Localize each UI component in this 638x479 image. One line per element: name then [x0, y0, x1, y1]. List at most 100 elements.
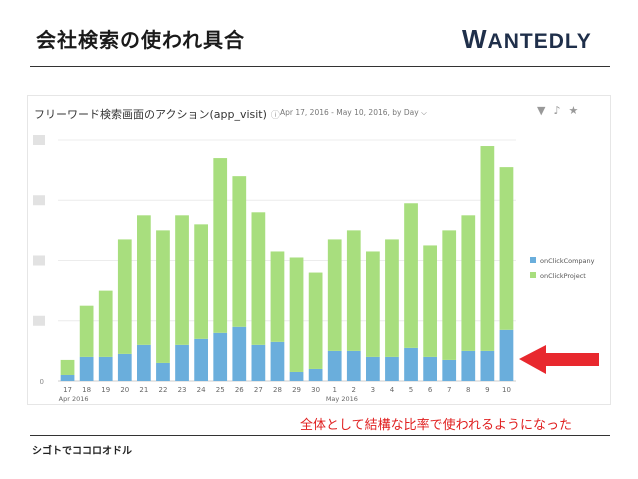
bell-icon[interactable]: ♪: [553, 104, 569, 117]
panel-title: フリーワード検索画面のアクション(app_visit) ⓘ: [34, 106, 280, 122]
bar-onClickCompany-24: [194, 338, 208, 381]
slide-title: 会社検索の使われ具合: [36, 28, 245, 52]
toolbar-icons: ▼♪★: [537, 104, 586, 117]
bar-onClickCompany-8: [461, 350, 476, 381]
legend-swatch-onClickCompany: [530, 257, 536, 263]
x-tick-label: 30: [311, 386, 320, 394]
x-tick-label: 21: [139, 386, 148, 394]
bar-onClickProject-29: [289, 257, 304, 372]
x-tick-label: 17: [63, 386, 72, 394]
caption-text: 全体として結構な比率で使われるようになった: [300, 418, 572, 433]
x-month-label: Apr 2016: [59, 395, 89, 403]
footer-divider: [30, 435, 610, 436]
x-tick-label: 23: [178, 386, 187, 394]
date-range-selector[interactable]: Apr 17, 2016 - May 10, 2016, by Day ⌵: [280, 108, 427, 117]
bar-onClickProject-18: [79, 305, 94, 357]
bar-onClickProject-25: [213, 158, 228, 333]
title-divider: [30, 66, 610, 67]
bar-onClickProject-9: [480, 146, 495, 351]
x-month-label: May 2016: [326, 395, 358, 403]
x-tick-label: 19: [101, 386, 110, 394]
footer-slogan: シゴトでココロオドル: [32, 446, 132, 457]
bar-onClickCompany-1: [327, 350, 342, 381]
bar-onClickProject-27: [251, 212, 266, 345]
legend-swatch-onClickProject: [530, 272, 536, 278]
bar-onClickCompany-4: [385, 356, 399, 381]
bar-onClickCompany-5: [404, 347, 418, 381]
bar-onClickCompany-30: [308, 368, 323, 381]
bar-onClickProject-26: [232, 176, 247, 327]
x-tick-label: 7: [447, 386, 451, 394]
x-tick-label: 3: [371, 386, 375, 394]
x-tick-label: 4: [390, 386, 395, 394]
bar-onClickProject-28: [270, 251, 285, 342]
bar-onClickCompany-3: [366, 356, 380, 381]
bar-onClickProject-20: [117, 239, 132, 354]
x-tick-label: 2: [352, 386, 356, 394]
y-tick-label-blurred: [33, 195, 45, 206]
bar-onClickProject-2: [346, 230, 361, 351]
y-tick-label: 0: [40, 378, 44, 386]
bar-onClickProject-7: [442, 230, 457, 360]
star-icon[interactable]: ★: [568, 104, 587, 117]
bar-onClickCompany-26: [232, 326, 247, 381]
y-tick-label-blurred: [33, 255, 45, 266]
x-tick-label: 18: [82, 386, 91, 394]
bar-onClickProject-4: [385, 239, 399, 357]
filter-icon[interactable]: ▼: [537, 104, 554, 117]
x-tick-label: 8: [466, 386, 470, 394]
bar-onClickCompany-19: [98, 356, 113, 381]
info-icon[interactable]: ⓘ: [270, 111, 280, 121]
bar-onClickProject-5: [404, 203, 418, 348]
x-tick-label: 1: [332, 386, 336, 394]
bar-onClickCompany-9: [480, 350, 495, 381]
bar-onClickProject-30: [308, 272, 323, 369]
bar-onClickCompany-6: [423, 356, 437, 381]
bar-onClickCompany-2: [346, 350, 361, 381]
bar-onClickCompany-23: [175, 344, 189, 381]
panel-title-text: フリーワード検索画面のアクション(app_visit): [34, 108, 267, 121]
x-tick-label: 28: [273, 386, 282, 394]
x-tick-label: 25: [216, 386, 225, 394]
bar-onClickCompany-10: [499, 329, 514, 381]
bar-onClickCompany-29: [289, 371, 304, 381]
logo-rest: ANTEDLY: [487, 30, 592, 53]
bar-onClickProject-23: [175, 215, 189, 345]
bar-onClickProject-8: [461, 215, 476, 351]
x-tick-label: 20: [120, 386, 129, 394]
x-tick-label: 6: [428, 386, 433, 394]
y-tick-label-blurred: [33, 315, 45, 326]
bar-onClickCompany-7: [442, 359, 457, 381]
red-arrow-annotation: [519, 345, 599, 374]
y-tick-label-blurred: [33, 135, 45, 145]
logo-initial: W: [462, 24, 488, 54]
bar-onClickProject-19: [98, 290, 113, 357]
x-tick-label: 5: [409, 386, 413, 394]
bar-onClickProject-21: [137, 215, 151, 345]
x-tick-label: 24: [197, 386, 206, 394]
bar-onClickProject-17: [60, 359, 75, 375]
x-tick-label: 22: [158, 386, 167, 394]
legend-label-onClickProject: onClickProject: [540, 272, 586, 280]
wantedly-logo: WANTEDLY: [462, 24, 592, 55]
x-tick-label: 27: [254, 386, 263, 394]
bar-onClickProject-22: [156, 230, 170, 363]
bar-onClickCompany-20: [117, 353, 132, 381]
bar-onClickCompany-17: [60, 374, 75, 381]
legend-label-onClickCompany: onClickCompany: [540, 257, 595, 265]
bar-onClickCompany-22: [156, 362, 170, 381]
bar-onClickProject-10: [499, 167, 514, 330]
x-tick-label: 29: [292, 386, 301, 394]
bar-onClickCompany-28: [270, 341, 285, 381]
bar-onClickProject-3: [366, 251, 380, 357]
bar-onClickCompany-27: [251, 344, 266, 381]
bar-onClickCompany-25: [213, 332, 228, 381]
x-tick-label: 10: [502, 386, 511, 394]
bar-onClickProject-24: [194, 224, 208, 339]
bar-onClickCompany-18: [79, 356, 94, 381]
bar-onClickCompany-21: [137, 344, 151, 381]
bar-onClickProject-6: [423, 245, 437, 357]
x-tick-label: 9: [485, 386, 489, 394]
bar-onClickProject-1: [327, 239, 342, 351]
